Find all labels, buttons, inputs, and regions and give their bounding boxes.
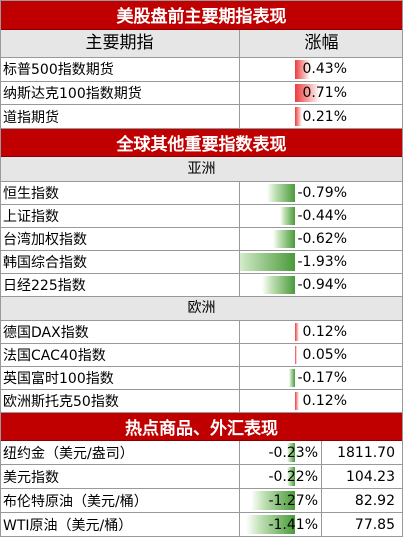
index-name: 英国富时100指数 — [0, 367, 240, 389]
change-value: -1.93% — [297, 254, 347, 270]
region-europe: 欧洲 — [0, 297, 403, 321]
index-name: 法国CAC40指数 — [0, 344, 240, 366]
commodity-name: 布伦特原油（美元/桶） — [0, 489, 240, 512]
loss-bar — [289, 369, 295, 387]
price-value: 1811.70 — [337, 444, 395, 461]
commodity-row: 纽约金（美元/盎司） -0.23% 1811.70 — [0, 441, 403, 465]
index-name: 标普500指数期货 — [0, 58, 240, 81]
index-row: 德国DAX指数 0.12% — [0, 321, 403, 344]
gain-bar — [295, 392, 300, 410]
change-cell: -0.17% — [240, 367, 403, 389]
index-row: 韩国综合指数 -1.93% — [0, 251, 403, 274]
index-row: 欧洲斯托克50指数 0.12% — [0, 390, 403, 413]
index-name: 德国DAX指数 — [0, 321, 240, 343]
loss-bar — [250, 491, 295, 510]
gain-bar — [295, 346, 297, 364]
change-cell: -0.22% — [240, 465, 322, 488]
change-cell: -0.62% — [240, 228, 403, 250]
change-value: 0.12% — [302, 393, 347, 409]
change-cell: 0.12% — [240, 390, 403, 412]
loss-bar — [245, 515, 295, 534]
commodity-row: WTI原油（美元/桶） -1.41% 77.85 — [0, 513, 403, 537]
change-value: 0.71% — [302, 85, 347, 102]
change-value: 0.43% — [302, 61, 347, 78]
change-value: -0.17% — [297, 370, 347, 386]
index-name: 韩国综合指数 — [0, 251, 240, 273]
change-cell: -1.93% — [240, 251, 403, 273]
index-row: 恒生指数 -0.79% — [0, 182, 403, 205]
us-futures-column-header: 主要期指 涨幅 — [0, 30, 403, 58]
index-row: 标普500指数期货 0.43% — [0, 58, 403, 82]
index-row: 道指期货 0.21% — [0, 105, 403, 130]
change-cell: -1.27% — [240, 489, 322, 512]
commodity-name: WTI原油（美元/桶） — [0, 513, 240, 536]
change-value: -0.62% — [297, 231, 347, 247]
change-cell: 0.05% — [240, 344, 403, 366]
change-value: -1.41% — [268, 516, 318, 533]
gain-bar — [295, 83, 320, 103]
loss-bar — [273, 230, 295, 248]
us-futures-title: 美股盘前主要期指表现 — [0, 0, 403, 30]
region-asia: 亚洲 — [0, 157, 403, 182]
price-value: 82.92 — [354, 492, 395, 509]
index-name: 台湾加权指数 — [0, 228, 240, 250]
change-cell: -0.79% — [240, 182, 403, 204]
commodity-row: 美元指数 -0.22% 104.23 — [0, 465, 403, 489]
change-value: -1.27% — [268, 492, 318, 509]
gain-bar — [295, 323, 300, 341]
global-title: 全球其他重要指数表现 — [0, 129, 403, 157]
change-cell: 0.12% — [240, 321, 403, 343]
gain-bar — [295, 107, 303, 127]
price-value: 77.85 — [354, 516, 395, 533]
index-name: 道指期货 — [0, 105, 240, 129]
loss-bar — [240, 253, 295, 271]
index-row: 纳斯达克100指数期货 0.71% — [0, 81, 403, 106]
change-value: -0.22% — [268, 468, 318, 485]
index-row: 上证指数 -0.44% — [0, 205, 403, 228]
index-name: 纳斯达克100指数期货 — [0, 81, 240, 105]
loss-bar — [279, 207, 295, 225]
column-change-header: 涨幅 — [304, 33, 339, 53]
loss-bar — [286, 443, 295, 462]
change-value: 0.12% — [302, 324, 347, 340]
column-name-header: 主要期指 — [0, 30, 240, 57]
commodity-row: 布伦特原油（美元/桶） -1.27% 82.92 — [0, 489, 403, 513]
change-cell: 0.21% — [240, 105, 403, 128]
index-name: 上证指数 — [0, 205, 240, 227]
loss-bar — [287, 467, 295, 486]
change-cell: 0.71% — [240, 82, 403, 105]
change-cell: 0.43% — [240, 58, 403, 81]
index-row: 日经225指数 -0.94% — [0, 274, 403, 297]
change-value: -0.79% — [297, 185, 347, 201]
commodities-title: 热点商品、外汇表现 — [0, 413, 403, 441]
index-row: 台湾加权指数 -0.62% — [0, 228, 403, 251]
change-cell: -0.94% — [240, 274, 403, 296]
change-value: 0.05% — [302, 347, 347, 363]
change-value: -0.44% — [297, 208, 347, 224]
loss-bar — [262, 276, 295, 294]
commodity-name: 美元指数 — [0, 465, 240, 488]
change-value: 0.21% — [302, 108, 347, 125]
index-name: 恒生指数 — [0, 182, 240, 204]
gain-bar — [295, 60, 311, 79]
change-value: -0.94% — [297, 277, 347, 293]
change-cell: -1.41% — [240, 513, 322, 536]
index-name: 日经225指数 — [0, 274, 240, 296]
index-name: 欧洲斯托克50指数 — [0, 390, 240, 412]
price-value: 104.23 — [346, 468, 395, 485]
index-row: 英国富时100指数 -0.17% — [0, 367, 403, 390]
loss-bar — [267, 184, 295, 202]
change-cell: -0.44% — [240, 205, 403, 227]
change-value: -0.23% — [268, 444, 318, 461]
commodity-name: 纽约金（美元/盎司） — [0, 441, 240, 464]
index-row: 法国CAC40指数 0.05% — [0, 344, 403, 367]
change-cell: -0.23% — [240, 441, 322, 464]
